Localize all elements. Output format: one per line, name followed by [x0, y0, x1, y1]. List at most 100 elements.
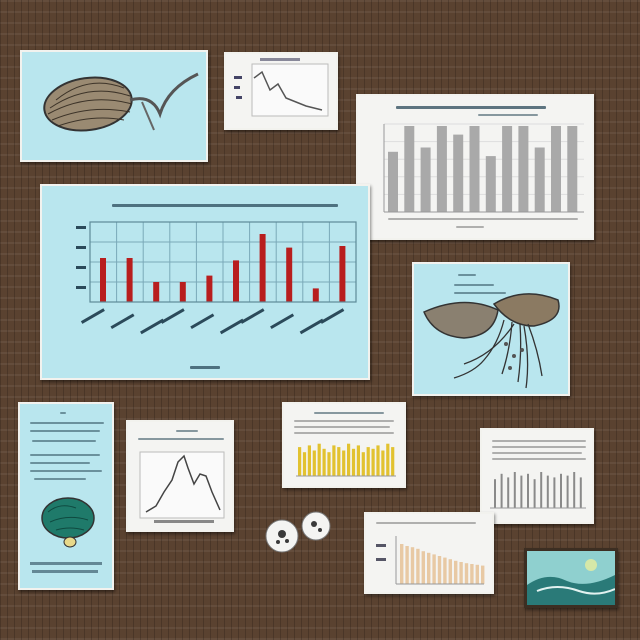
bar: [432, 554, 436, 584]
bar: [126, 258, 133, 302]
bar: [100, 258, 106, 302]
bar: [469, 126, 480, 212]
specimen-card-jellyfish: [412, 262, 570, 396]
bar: [420, 147, 431, 212]
bar: [233, 260, 239, 302]
bar: [553, 477, 556, 508]
bar: [459, 562, 463, 584]
bar: [560, 473, 562, 508]
bar: [339, 246, 346, 302]
bar: [534, 147, 545, 212]
specimen-card-seed-pod: [20, 50, 208, 162]
bar: [312, 450, 316, 476]
bar: [327, 452, 331, 476]
bar: [388, 151, 398, 212]
bar: [475, 564, 479, 584]
bar: [286, 247, 293, 302]
red-bar-chart-card: [40, 184, 370, 380]
grey-bar-series: [388, 126, 578, 212]
tick-label: [320, 308, 345, 324]
bar: [464, 563, 469, 584]
bar: [551, 126, 561, 212]
bar: [410, 547, 415, 584]
peak-line-chart-card: [126, 420, 234, 532]
bar: [179, 282, 186, 302]
bar: [527, 473, 529, 508]
bar: [307, 445, 311, 476]
brain-icon: [30, 497, 102, 573]
bar: [518, 126, 529, 212]
bar: [381, 450, 385, 476]
bar: [332, 445, 336, 476]
bar: [437, 556, 442, 584]
red-bar-series: [100, 234, 346, 302]
bar: [298, 447, 302, 476]
specimen-card-brain: [18, 402, 114, 590]
tick-label: [219, 318, 244, 335]
peak-line-chart-icon: [139, 451, 225, 523]
bar: [361, 452, 365, 476]
bar: [302, 452, 307, 476]
tick-label: [240, 308, 265, 324]
bar: [502, 126, 513, 212]
bar: [400, 544, 404, 584]
bar: [342, 450, 346, 476]
bar: [347, 443, 351, 476]
bar: [500, 473, 503, 508]
bar: [153, 282, 160, 302]
pushpin-icon: [265, 511, 331, 553]
bar: [494, 479, 496, 508]
line-chart-card-small: [224, 52, 338, 130]
bar: [386, 443, 390, 476]
bar: [453, 134, 464, 212]
bar: [513, 472, 516, 508]
bar: [317, 443, 321, 476]
bar: [312, 288, 319, 302]
bar: [371, 448, 375, 476]
bar: [259, 234, 266, 302]
tick-label: [299, 318, 324, 335]
photo-thumbnail: [524, 548, 618, 608]
bar: [566, 475, 569, 508]
bar: [546, 475, 549, 508]
bar: [443, 557, 447, 584]
tick-label: [270, 313, 295, 330]
bar: [540, 472, 543, 508]
y-tick-label: [76, 246, 86, 249]
yellow-bar-series: [298, 443, 395, 476]
tick-label: [80, 308, 105, 324]
grey-bar-chart-card: [356, 94, 594, 240]
grey-striped-chart-card: [480, 428, 594, 524]
bar: [405, 546, 409, 584]
bar: [520, 475, 523, 508]
bar: [448, 559, 452, 584]
bar: [404, 126, 415, 212]
y-tick-label: [76, 226, 86, 229]
seed-pod-icon: [43, 72, 199, 132]
tick-label: [160, 308, 185, 324]
bar: [337, 447, 341, 476]
bar: [481, 565, 485, 584]
bar: [567, 126, 578, 212]
bar: [573, 472, 576, 508]
bar: [376, 445, 380, 476]
orange-bar-series: [400, 544, 485, 584]
grey-line-bar-series: [494, 472, 582, 508]
bar: [366, 447, 370, 476]
bar: [351, 448, 356, 476]
bar: [416, 548, 420, 584]
y-tick-label: [76, 266, 86, 269]
tick-label: [190, 313, 215, 330]
bar: [356, 445, 360, 476]
bar: [470, 564, 474, 584]
jellyfish-icon: [423, 293, 560, 389]
bar: [507, 477, 510, 508]
line-chart-thumbnail-icon: [234, 58, 329, 117]
bar: [427, 552, 431, 584]
bar: [322, 448, 326, 476]
bar: [391, 447, 395, 476]
bar: [206, 275, 213, 302]
orange-decay-chart-card: [364, 512, 494, 594]
bar: [533, 479, 536, 508]
